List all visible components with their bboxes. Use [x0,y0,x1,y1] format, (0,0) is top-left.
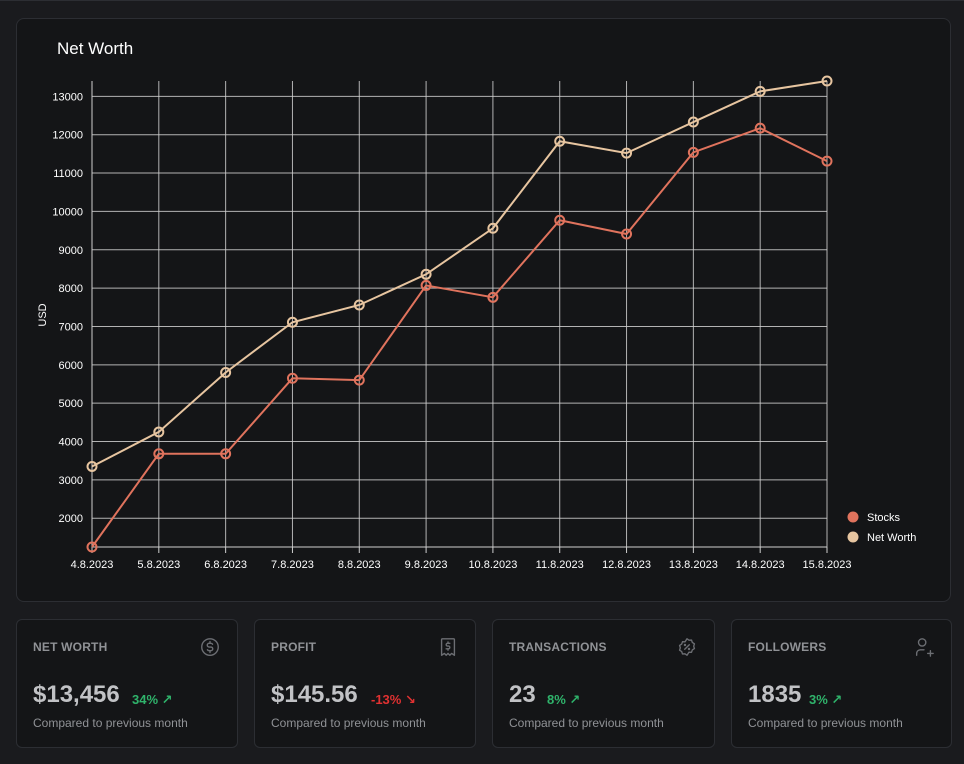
y-tick-label: 11000 [53,168,83,180]
y-tick-label: 4000 [59,437,83,449]
discount-badge-icon [678,638,696,656]
data-point [220,448,232,460]
data-point [353,299,365,311]
stat-comparison: Compared to previous month [748,716,903,730]
x-tick-label: 9.8.2023 [405,559,448,571]
user-plus-icon [915,638,934,657]
stat-diff: 8% ↗ [547,692,581,707]
data-point [754,85,766,97]
legend-label: Stocks [867,512,901,524]
data-point [687,116,699,128]
data-point [621,228,633,240]
series-line [91,127,828,548]
stat-value: 1835 [748,681,802,708]
data-point [286,316,298,328]
x-tick-label: 8.8.2023 [338,559,381,571]
stat-label: TRANSACTIONS [509,640,607,654]
data-point [353,374,365,386]
stat-card-followers: FOLLOWERS 1835 3% ↗ Compared to previous… [731,619,952,748]
y-tick-label: 7000 [59,321,83,333]
stat-value: 23 [509,681,536,708]
y-tick-label: 13000 [52,91,83,103]
stat-diff: 34% ↗ [132,692,173,707]
stat-comparison: Compared to previous month [33,716,188,730]
data-point [821,155,833,167]
x-tick-label: 4.8.2023 [71,559,114,571]
stat-diff: -13% ↘ [371,692,416,707]
x-tick-label: 13.8.2023 [669,559,718,571]
stat-comparison: Compared to previous month [509,716,664,730]
dollar-circle-icon [201,638,219,656]
y-tick-label: 9000 [59,245,83,257]
y-tick-label: 8000 [59,283,83,295]
data-point [153,426,165,438]
stat-label: PROFIT [271,640,317,654]
x-tick-label: 6.8.2023 [204,559,247,571]
data-point [220,366,232,378]
data-point [487,222,499,234]
data-point [687,146,699,158]
data-point [420,268,432,280]
x-tick-label: 15.8.2023 [803,559,852,571]
top-divider [0,0,964,1]
y-tick-label: 6000 [59,360,83,372]
y-tick-label: 10000 [52,206,83,218]
data-point [153,448,165,460]
legend-label: Net Worth [867,532,916,544]
stat-label: FOLLOWERS [748,640,827,654]
y-tick-label: 5000 [59,398,83,410]
stat-value: $145.56 [271,681,358,708]
stat-card-net-worth: NET WORTH $13,456 34% ↗ Compared to prev… [16,619,238,748]
data-point [554,135,566,147]
stat-diff: 3% ↗ [809,692,843,707]
data-point [821,75,833,87]
net-worth-line-chart: 2000 3000 4000 5000 6000 7000 8000 9000 10000 110… [37,75,916,571]
y-tick-label: 2000 [59,513,83,525]
y-axis-label: USD [37,303,49,326]
stat-label: NET WORTH [33,640,108,654]
chart-title: Net Worth [57,39,134,58]
data-point [86,541,98,553]
receipt-icon [440,638,456,656]
x-tick-label: 11.8.2023 [536,559,584,571]
data-point [554,214,566,226]
stat-value: $13,456 [33,681,120,708]
stat-comparison: Compared to previous month [271,716,426,730]
x-tick-label: 7.8.2023 [271,559,314,571]
data-point [487,291,499,303]
legend-marker [847,511,859,523]
x-tick-label: 5.8.2023 [137,559,180,571]
net-worth-chart-card: Net Worth 2000 3000 4000 5000 6000 7000 8000 90… [16,18,951,602]
data-point [621,147,633,159]
legend-marker [847,531,859,543]
x-tick-label: 12.8.2023 [602,559,651,571]
y-tick-label: 3000 [59,475,83,487]
data-point [286,372,298,384]
y-tick-label: 12000 [52,130,83,142]
data-point [754,122,766,134]
x-tick-label: 10.8.2023 [468,559,517,571]
series-line [91,80,828,468]
stat-card-profit: PROFIT $145.56 -13% ↘ Compared to previo… [254,619,476,748]
stat-card-transactions: TRANSACTIONS 23 8% ↗ Compared to previou… [492,619,715,748]
data-point [86,460,98,472]
x-tick-label: 14.8.2023 [736,559,785,571]
data-point [420,279,432,291]
